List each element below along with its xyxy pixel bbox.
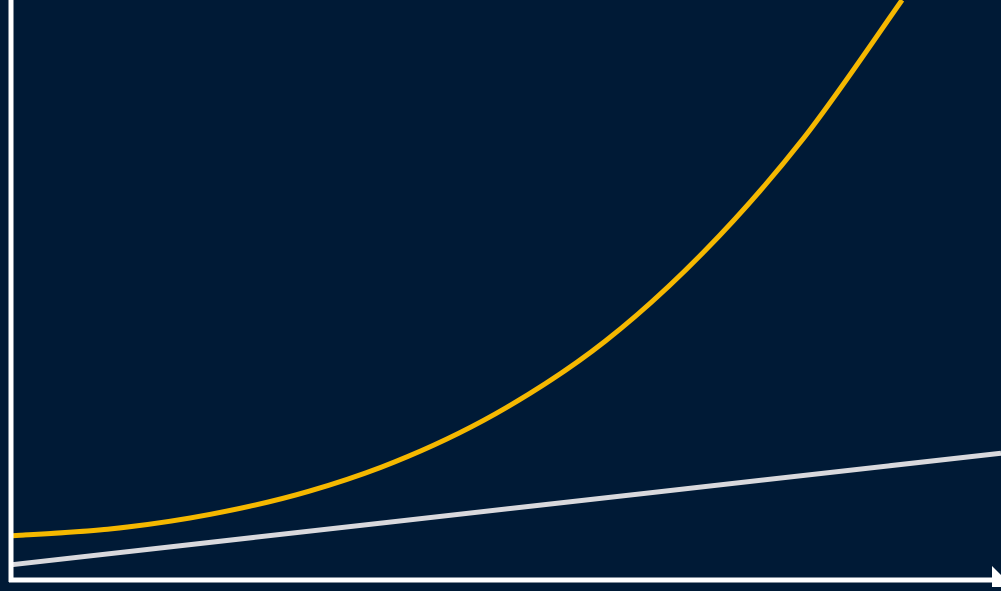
x-axis-arrowhead [992,566,1001,587]
series-layer [11,0,1001,568]
series-line-2 [11,450,1001,568]
series-line-1 [11,0,905,539]
axis-layer [8,0,1001,587]
